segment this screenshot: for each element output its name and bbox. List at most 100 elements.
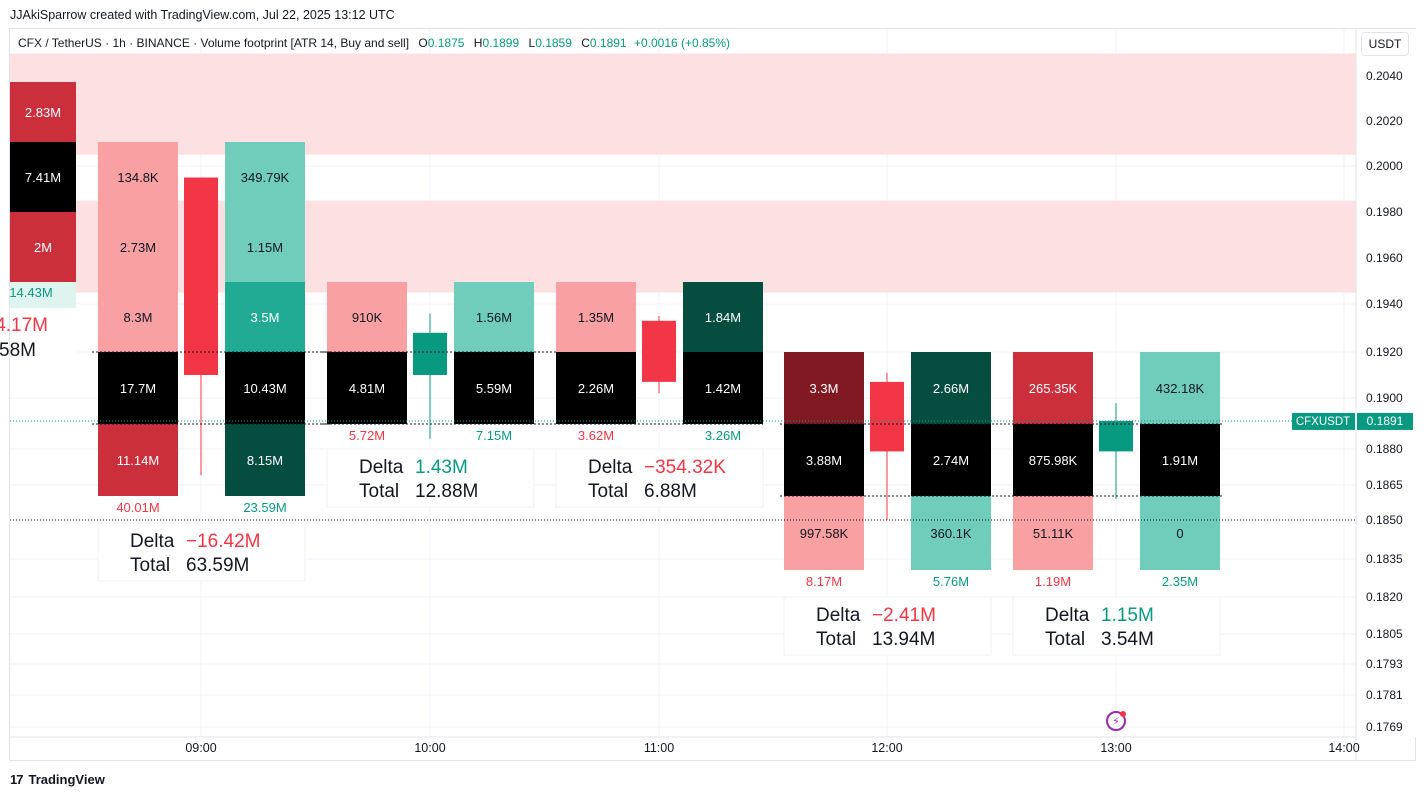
summary-total-value: 6.88M [644,481,697,502]
y-tick-label: 0.1793 [1366,657,1403,671]
summary-box [555,448,764,508]
footprint-cell [225,352,305,424]
symbol-legend[interactable]: CFX / TetherUS · 1h · BINANCE · Volume f… [18,36,730,50]
lightning-alert-icon[interactable]: ⚡ [1106,711,1126,731]
chart-caption: JJAkiSparrow created with TradingView.co… [10,8,395,22]
y-tick-label: 0.1880 [1366,442,1403,456]
x-tick-label: 12:00 [871,741,902,755]
summary-total-label: Total [359,481,399,502]
footprint-cell [98,212,178,282]
summary-total-value: 3.54M [1101,629,1154,650]
y-tick-label: 0.1940 [1366,297,1403,311]
summary-box [97,522,306,582]
summary-box [1012,596,1221,656]
footprint-cell-value: 265.35K [1029,381,1078,396]
footprint-cell-value: 3.3M [810,381,839,396]
summary-total-value: 13.94M [872,629,935,650]
footprint-volume-total: 3.62M [578,428,614,443]
footprint-cell [98,424,178,496]
footprint-cell [1013,352,1093,424]
y-tick-label: 0.1769 [1366,720,1403,734]
legend-open-label: O [418,36,428,50]
legend-low-label: L [528,36,536,50]
footprint-volume-total: 23.59M [243,500,286,515]
footprint-cell [784,496,864,570]
candle-body [642,320,676,382]
footprint-cell-value: 432.18K [1156,381,1205,396]
value-area-band [10,53,1356,155]
footprint-cell-value: 997.58K [800,526,849,541]
footprint-cell-value: 4.81M [349,381,385,396]
tradingview-logo[interactable]: 17 TradingView [10,772,105,787]
footprint-cell-value: 2.66M [933,381,969,396]
footprint-cell-value: 1.56M [476,310,512,325]
x-tick-label: 09:00 [185,741,216,755]
footprint-cell [225,142,305,212]
legend-change: +0.0016 (+0.85%) [633,36,731,50]
footprint-cell [784,424,864,496]
summary-box [783,596,992,656]
footprint-cell [225,282,305,352]
y-tick-label: 0.1820 [1366,590,1403,604]
x-tick-label: 13:00 [1100,741,1131,755]
footprint-cell-value: 2.74M [933,453,969,468]
y-tick-label: 0.1835 [1366,552,1403,566]
summary-box [10,308,76,366]
footprint-cell-value: 1.91M [1162,453,1198,468]
y-tick-label: 0.1960 [1366,251,1403,265]
legend-close-value: 0.1891 [589,36,627,50]
footprint-cell-value: 0 [1176,526,1183,541]
summary-delta-label: Delta [588,457,633,478]
legend-symbol[interactable]: CFX / TetherUS · 1h · BINANCE · Volume f… [18,36,410,50]
footprint-volume-total: 7.15M [476,428,512,443]
footprint-cell [683,352,763,424]
footprint-cell [98,352,178,424]
candle-body [1099,420,1133,452]
footprint-cell [1140,424,1220,496]
summary-total-value: 63.59M [186,555,249,576]
footprint-cell [98,282,178,352]
legend-open-value: 0.1875 [427,36,465,50]
summary-delta-value: 1.15M [1101,605,1154,626]
footprint-cell-value: 17.7M [120,381,156,396]
summary-total-label: Total [588,481,628,502]
currency-unit-button[interactable]: USDT [1361,32,1409,56]
summary-delta-value: −4.17M [0,315,48,336]
summary-total-label: Total [1045,629,1085,650]
footprint-cell-value: 1.42M [705,381,741,396]
footprint-volume-total: 40.01M [116,500,159,515]
footprint-cell [556,352,636,424]
footprint-cell [327,352,407,424]
footprint-cell-value: 3.5M [251,310,280,325]
footprint-cell [10,212,76,282]
footprint-cell-value: 1.15M [247,240,283,255]
legend-high-value: 0.1899 [482,36,520,50]
footprint-cell-value: 3.88M [806,453,842,468]
x-tick-label: 11:00 [644,741,674,755]
summary-total-label: Total [130,555,170,576]
tradingview-brand: TradingView [28,772,105,787]
y-tick-label: 0.1900 [1366,391,1403,405]
footprint-cell [784,352,864,424]
summary-delta-value: −2.41M [872,605,936,626]
footprint-cell-value: 360.1K [930,526,972,541]
y-tick-label: 0.1865 [1366,478,1403,492]
footprint-cell-value: 134.8K [117,170,159,185]
summary-delta-label: Delta [359,457,404,478]
candle-body [184,177,218,375]
footprint-cell [1140,496,1220,570]
footprint-volume-total: 5.76M [933,574,969,589]
y-tick-label: 0.2020 [1366,114,1403,128]
footprint-cell [1140,352,1220,424]
legend-high-label: H [473,36,483,50]
footprint-cell [454,352,534,424]
price-axis [1356,29,1416,737]
footprint-cell [225,424,305,496]
footprint-cell-value: 7.41M [25,170,61,185]
footprint-cell-value: 875.98K [1029,453,1078,468]
footprint-cell [556,282,636,352]
y-tick-label: 0.2000 [1366,159,1403,173]
x-tick-label: 10:00 [414,741,445,755]
y-tick-label: 0.1805 [1366,627,1403,641]
